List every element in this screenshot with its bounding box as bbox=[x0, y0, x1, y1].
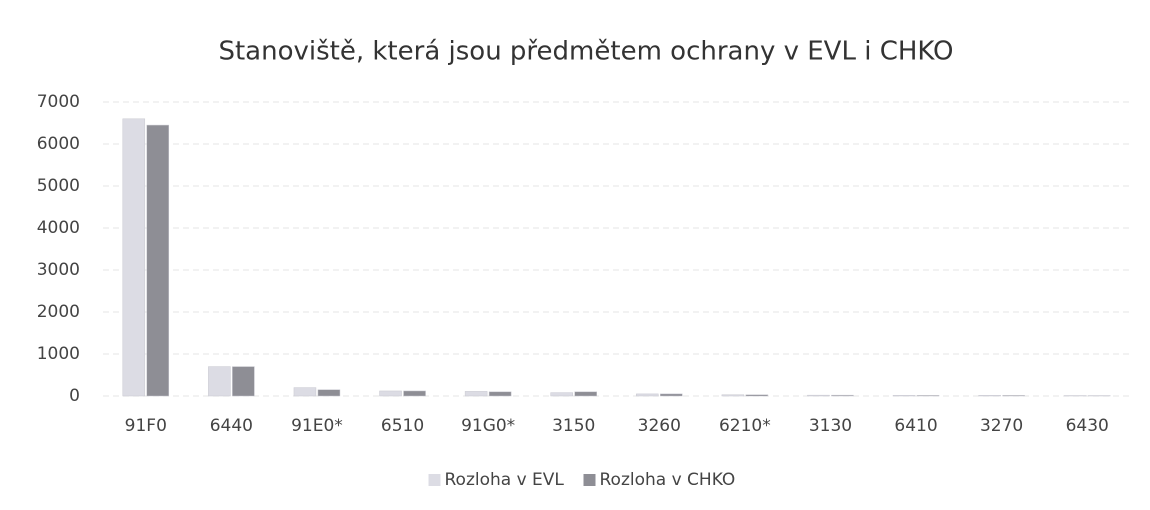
bar bbox=[636, 393, 659, 397]
bar bbox=[208, 366, 231, 397]
legend-swatch bbox=[583, 474, 596, 486]
x-tick-label: 6440 bbox=[210, 416, 253, 436]
bar bbox=[916, 395, 940, 397]
x-tick-label: 91F0 bbox=[125, 416, 167, 436]
x-tick-label: 91E0* bbox=[291, 416, 343, 436]
x-tick-label: 6210* bbox=[719, 416, 771, 436]
y-tick-label: 3000 bbox=[37, 260, 80, 280]
y-tick-label: 7000 bbox=[37, 92, 80, 112]
legend-swatch bbox=[428, 474, 441, 486]
bar bbox=[379, 390, 402, 397]
bar bbox=[574, 391, 597, 397]
bar bbox=[146, 124, 170, 397]
y-tick-label: 6000 bbox=[37, 134, 80, 154]
legend-label: Rozloha v EVL bbox=[445, 470, 565, 490]
y-tick-label: 1000 bbox=[37, 344, 80, 364]
bar bbox=[1002, 395, 1025, 397]
y-tick-label: 2000 bbox=[37, 302, 80, 322]
legend-label: Rozloha v CHKO bbox=[600, 470, 736, 490]
bar bbox=[317, 389, 341, 397]
bar bbox=[745, 394, 769, 397]
bar bbox=[122, 118, 146, 397]
bar bbox=[403, 390, 426, 397]
bar bbox=[464, 391, 488, 397]
bar bbox=[721, 394, 745, 397]
y-tick-label: 0 bbox=[69, 386, 80, 406]
bar bbox=[660, 393, 683, 397]
x-tick-label: 3270 bbox=[980, 416, 1023, 436]
bar bbox=[232, 366, 255, 397]
bar bbox=[488, 391, 512, 397]
chart-title: Stanoviště, která jsou předmětem ochrany… bbox=[218, 37, 953, 67]
y-tick-label: 5000 bbox=[37, 176, 80, 196]
bar bbox=[550, 392, 573, 397]
bar bbox=[831, 394, 854, 397]
bar bbox=[293, 387, 317, 397]
x-tick-label: 6510 bbox=[381, 416, 424, 436]
x-tick-label: 91G0* bbox=[461, 416, 515, 436]
bar bbox=[978, 395, 1001, 397]
bar bbox=[892, 395, 916, 397]
x-tick-label: 3130 bbox=[809, 416, 852, 436]
x-tick-label: 6410 bbox=[894, 416, 937, 436]
x-tick-label: 3150 bbox=[552, 416, 595, 436]
x-tick-label: 6430 bbox=[1066, 416, 1109, 436]
y-tick-label: 4000 bbox=[37, 218, 80, 238]
x-tick-label: 3260 bbox=[638, 416, 681, 436]
bar bbox=[807, 394, 830, 397]
